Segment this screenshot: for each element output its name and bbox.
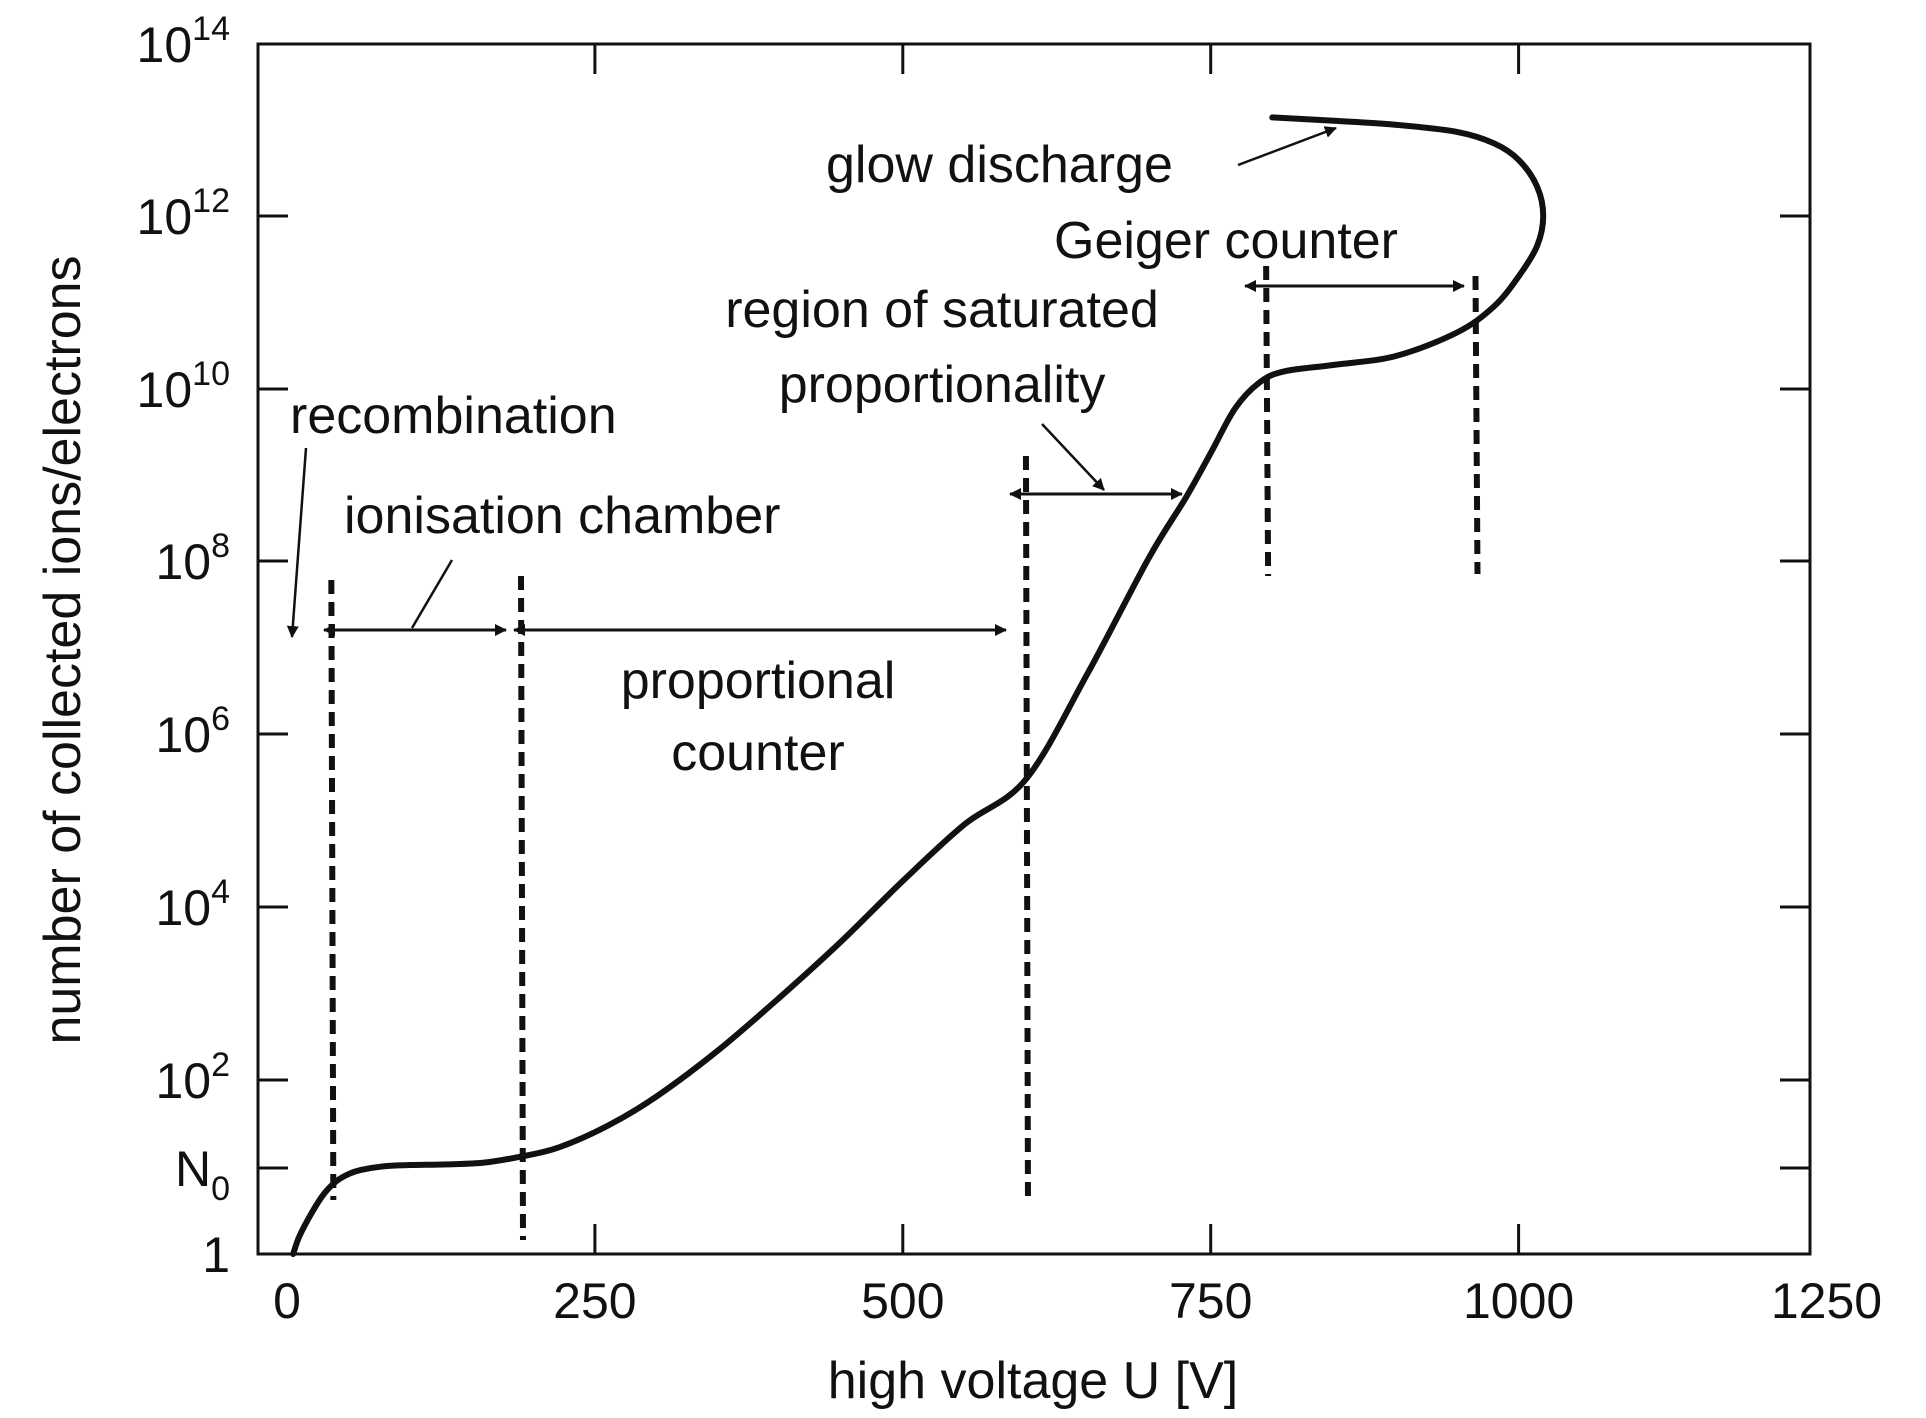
y-tick-label: N0	[175, 1141, 230, 1208]
glow-leader-arrow	[1237, 126, 1337, 167]
recombination-leader-arrow	[286, 447, 308, 638]
ionisation-leader-line	[410, 559, 454, 629]
y-tick-label: 1	[202, 1227, 230, 1283]
y-tick-label: 1010	[137, 355, 230, 418]
region-boundary-line	[518, 575, 527, 1241]
annotation-glow-discharge: glow discharge	[826, 136, 1173, 194]
annotation-geiger-counter: Geiger counter	[1054, 212, 1398, 270]
y-tick-label: 1012	[137, 182, 230, 245]
x-tick-label: 500	[861, 1273, 944, 1329]
annotation-recombination: recombination	[290, 387, 617, 445]
annotation-proportional-line1: proportional	[621, 652, 896, 710]
region-boundary-line	[1263, 265, 1272, 577]
plot-frame	[256, 42, 1812, 1256]
x-tick-label: 1250	[1771, 1273, 1882, 1329]
x-axis-title: high voltage U [V]	[828, 1352, 1238, 1410]
region-boundary-line	[1472, 275, 1481, 575]
y-tick-label: 104	[155, 873, 230, 936]
annotation-proportional-line2: counter	[671, 724, 844, 782]
region-boundaries	[328, 265, 1481, 1241]
saturated-leader-arrow	[1041, 423, 1105, 491]
y-tick-label: 106	[155, 700, 230, 763]
x-tick-label: 1000	[1463, 1273, 1574, 1329]
annotation-saturated-line1: region of saturated	[725, 281, 1159, 339]
x-tick-label: 250	[553, 1273, 636, 1329]
x-tick-label: 750	[1169, 1273, 1252, 1329]
x-tick-label: 0	[273, 1273, 301, 1329]
y-tick-label: 1014	[137, 10, 230, 73]
y-axis-title: number of collected ions/electrons	[34, 255, 92, 1044]
annotation-ionisation-chamber: ionisation chamber	[344, 487, 780, 545]
series-line-main	[290, 114, 1547, 1257]
y-ticks: 1 N0 102 104 106 108 1010 1012 1014	[137, 10, 1810, 1283]
x-ticks: 0 250 500 750 1000 1250	[273, 44, 1882, 1329]
y-tick-label: 102	[155, 1046, 230, 1109]
region-boundary-line	[328, 579, 337, 1201]
annotation-saturated-line2: proportionality	[779, 356, 1106, 414]
y-tick-label: 108	[155, 527, 230, 590]
region-boundary-line	[1022, 455, 1031, 1197]
